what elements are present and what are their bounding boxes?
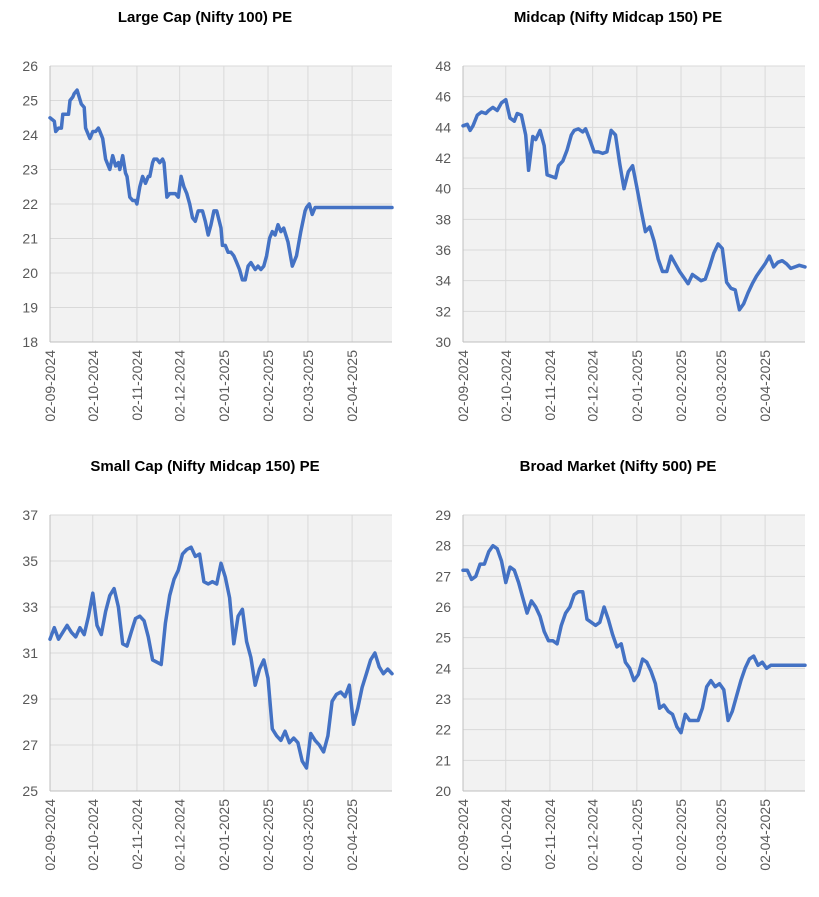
x-tick-label: 02-09-2024 [455,350,471,422]
x-tick-label: 02-10-2024 [498,799,514,871]
y-tick-label: 25 [22,783,38,799]
x-tick-label: 02-03-2025 [713,350,729,422]
x-tick-label: 02-12-2024 [585,350,601,422]
y-tick-label: 23 [435,691,451,707]
y-tick-label: 29 [22,691,38,707]
y-tick-label: 18 [22,334,38,350]
y-tick-label: 25 [435,630,451,646]
chart-broad-market: Broad Market (Nifty 500) PE 20 21 22 23 24 25… [413,449,819,897]
chart-small-cap: Small Cap (Nifty Midcap 150) PE 25 27 29 31… [0,449,410,897]
x-tick-label: 02-12-2024 [585,799,601,871]
x-tick-label: 02-01-2025 [629,799,645,871]
series-line [48,545,394,770]
chart-svg-midcap: Midcap (Nifty Midcap 150) PE 30 32 34 36 38 4… [435,9,807,422]
x-tick-label: 02-03-2025 [300,799,316,871]
plot-area: 18 19 20 21 22 23 24 25 26 02-09-2024 02-10-2024 02… [22,58,394,422]
chart-svg-broad-market: Broad Market (Nifty 500) PE 20 21 22 23 24 25… [435,458,807,871]
x-tick-label: 02-12-2024 [172,799,188,871]
y-tick-label: 22 [435,722,451,738]
y-tick-label: 35 [22,553,38,569]
series-line [48,88,394,282]
chart-large-cap: Large Cap (Nifty 100) PE 18 19 20 21 22 23 24 2… [0,0,410,448]
y-tick-label: 24 [22,127,38,143]
plot-background [463,515,805,791]
y-tick-label: 26 [435,599,451,615]
x-tick-label: 02-01-2025 [216,799,232,871]
x-tick-label: 02-02-2025 [673,799,689,871]
chart-midcap: Midcap (Nifty Midcap 150) PE 30 32 34 36 38 4… [413,0,819,448]
plot-background [463,66,805,342]
y-tick-label: 31 [22,645,38,661]
x-tick-label: 02-01-2025 [629,350,645,422]
y-tick-label: 28 [435,538,451,554]
y-tick-label: 30 [435,334,451,350]
x-tick-label: 02-02-2025 [673,350,689,422]
y-tick-label: 48 [435,58,451,74]
y-tick-label: 36 [435,242,451,258]
y-tick-label: 44 [435,119,451,135]
x-tick-label: 02-11-2024 [129,799,145,870]
x-tick-label: 02-10-2024 [498,350,514,422]
x-tick-label: 02-10-2024 [85,350,101,422]
y-tick-label: 32 [435,303,451,319]
y-tick-label: 46 [435,89,451,105]
x-tick-label: 02-02-2025 [260,350,276,422]
x-tick-label: 02-11-2024 [542,350,558,421]
y-tick-label: 20 [22,265,38,281]
series-line [461,97,807,312]
y-tick-label: 33 [22,599,38,615]
x-tick-label: 02-10-2024 [85,799,101,871]
x-tick-label: 02-04-2025 [757,799,773,871]
x-tick-label: 02-03-2025 [300,350,316,422]
y-tick-label: 26 [22,58,38,74]
x-tick-label: 02-04-2025 [344,350,360,422]
y-tick-label: 21 [22,231,38,247]
x-tick-label: 02-11-2024 [129,350,145,421]
x-tick-label: 02-09-2024 [455,799,471,871]
x-tick-label: 02-11-2024 [542,799,558,870]
y-tick-label: 23 [22,162,38,178]
chart-title: Broad Market (Nifty 500) PE [520,458,717,475]
y-tick-label: 38 [435,211,451,227]
x-tick-label: 02-04-2025 [757,350,773,422]
x-tick-label: 02-04-2025 [344,799,360,871]
chart-svg-large-cap: Large Cap (Nifty 100) PE 18 19 20 21 22 23 24 2… [22,9,394,422]
x-tick-label: 02-09-2024 [42,799,58,871]
y-tick-label: 22 [22,196,38,212]
chart-title: Small Cap (Nifty Midcap 150) PE [90,458,319,475]
y-tick-label: 24 [435,660,451,676]
y-tick-label: 27 [22,737,38,753]
y-tick-label: 25 [22,93,38,109]
y-tick-label: 21 [435,752,451,768]
y-tick-label: 27 [435,568,451,584]
x-tick-label: 02-03-2025 [713,799,729,871]
x-tick-label: 02-09-2024 [42,350,58,422]
series-line [461,543,807,735]
x-tick-label: 02-02-2025 [260,799,276,871]
x-tick-label: 02-01-2025 [216,350,232,422]
y-tick-label: 19 [22,300,38,316]
y-tick-label: 29 [435,507,451,523]
chart-title: Midcap (Nifty Midcap 150) PE [514,9,722,26]
y-tick-label: 37 [22,507,38,523]
x-tick-label: 02-12-2024 [172,350,188,422]
plot-area: 30 32 34 36 38 40 42 44 46 48 02-09-2024 02-10-2024… [435,58,807,422]
y-tick-label: 20 [435,783,451,799]
plot-area: 25 27 29 31 33 35 37 02-09-2024 02-10-2024 02-11-… [22,507,394,871]
y-tick-label: 42 [435,150,451,166]
y-tick-label: 40 [435,181,451,197]
chart-svg-small-cap: Small Cap (Nifty Midcap 150) PE 25 27 29 31… [22,458,394,871]
chart-title: Large Cap (Nifty 100) PE [118,9,292,26]
y-tick-label: 34 [435,273,451,289]
plot-area: 20 21 22 23 24 25 26 27 28 29 02-09-2024 02-10-2024… [435,507,807,871]
